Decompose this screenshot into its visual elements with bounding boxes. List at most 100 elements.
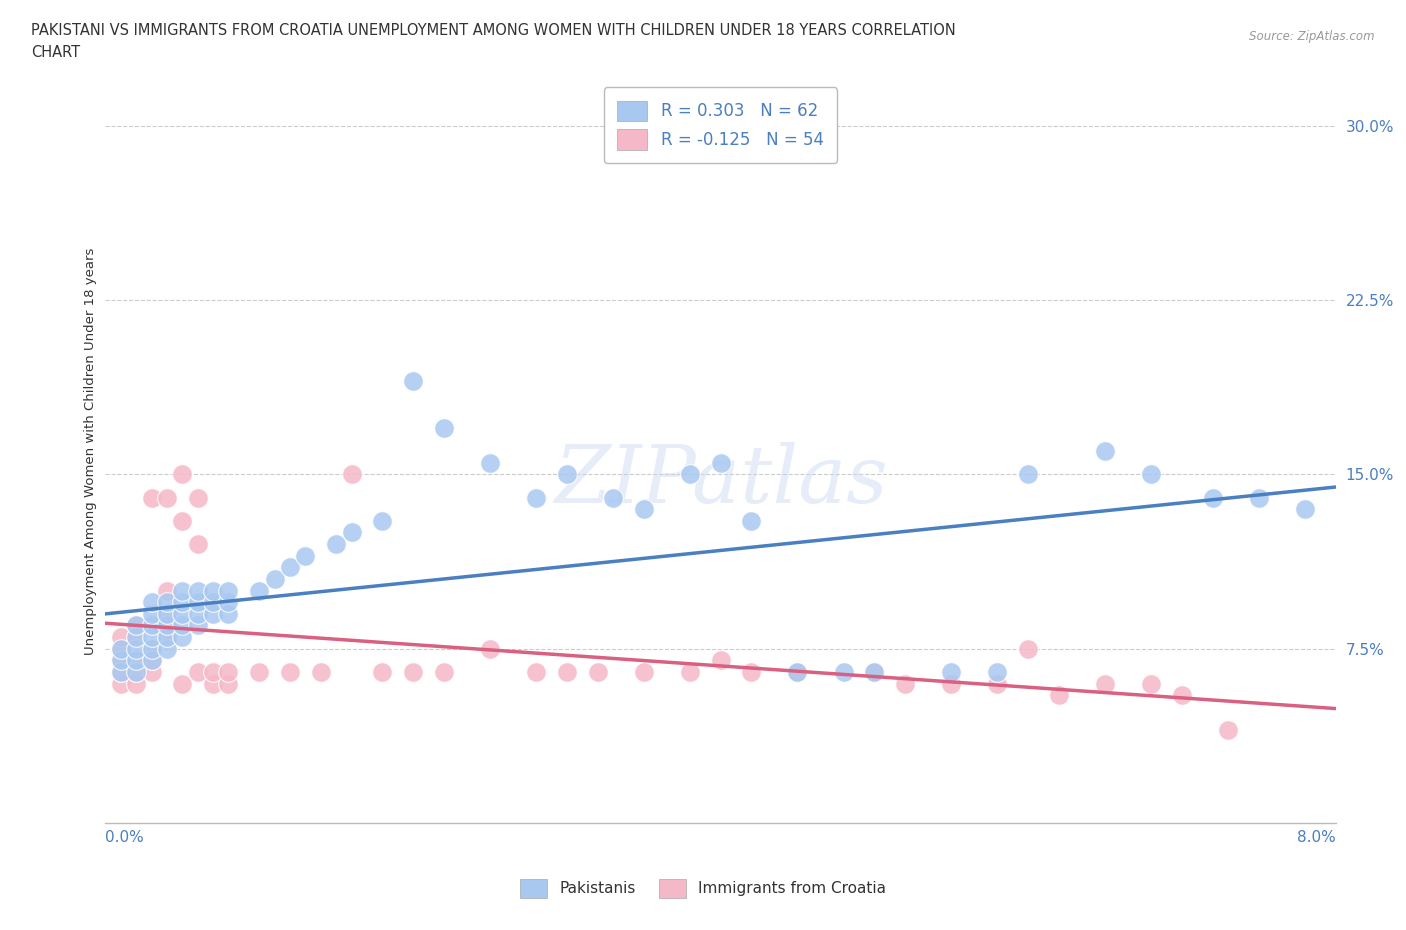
Point	[187, 618, 209, 633]
Point	[141, 630, 163, 644]
Point	[218, 676, 240, 691]
Point	[986, 664, 1008, 679]
Point	[679, 467, 702, 482]
Point	[202, 595, 225, 610]
Point	[1094, 676, 1116, 691]
Point	[187, 606, 209, 621]
Point	[156, 630, 179, 644]
Point	[172, 618, 194, 633]
Point	[172, 606, 194, 621]
Point	[247, 583, 270, 598]
Point	[125, 630, 148, 644]
Point	[710, 456, 733, 471]
Point	[202, 664, 225, 679]
Point	[125, 676, 148, 691]
Point	[555, 467, 578, 482]
Point	[863, 664, 886, 679]
Legend: Pakistanis, Immigrants from Croatia: Pakistanis, Immigrants from Croatia	[513, 873, 893, 904]
Point	[263, 571, 285, 587]
Point	[141, 642, 163, 657]
Text: PAKISTANI VS IMMIGRANTS FROM CROATIA UNEMPLOYMENT AMONG WOMEN WITH CHILDREN UNDE: PAKISTANI VS IMMIGRANTS FROM CROATIA UNE…	[31, 23, 956, 38]
Point	[894, 676, 917, 691]
Point	[1201, 490, 1223, 505]
Point	[110, 664, 132, 679]
Point	[187, 595, 209, 610]
Point	[156, 618, 179, 633]
Point	[172, 583, 194, 598]
Point	[1140, 676, 1163, 691]
Point	[371, 664, 394, 679]
Point	[941, 676, 963, 691]
Point	[202, 606, 225, 621]
Point	[633, 502, 655, 517]
Point	[1017, 467, 1039, 482]
Point	[278, 560, 301, 575]
Point	[187, 490, 209, 505]
Point	[218, 606, 240, 621]
Point	[294, 549, 316, 564]
Point	[141, 595, 163, 610]
Point	[125, 653, 148, 668]
Point	[1216, 723, 1239, 737]
Point	[1294, 502, 1316, 517]
Point	[524, 490, 547, 505]
Point	[478, 642, 501, 657]
Point	[125, 664, 148, 679]
Point	[247, 664, 270, 679]
Point	[586, 664, 609, 679]
Point	[340, 525, 363, 539]
Point	[325, 537, 347, 551]
Point	[141, 618, 163, 633]
Point	[278, 664, 301, 679]
Point	[202, 583, 225, 598]
Point	[172, 676, 194, 691]
Text: ZIPatlas: ZIPatlas	[554, 442, 887, 520]
Point	[125, 618, 148, 633]
Point	[309, 664, 332, 679]
Point	[156, 630, 179, 644]
Point	[1047, 688, 1070, 703]
Point	[524, 664, 547, 679]
Point	[156, 595, 179, 610]
Point	[710, 653, 733, 668]
Point	[218, 583, 240, 598]
Point	[786, 664, 808, 679]
Point	[110, 653, 132, 668]
Point	[125, 642, 148, 657]
Point	[141, 664, 163, 679]
Point	[740, 513, 762, 528]
Point	[141, 606, 163, 621]
Point	[1171, 688, 1194, 703]
Point	[218, 595, 240, 610]
Point	[187, 537, 209, 551]
Point	[941, 664, 963, 679]
Text: CHART: CHART	[31, 45, 80, 60]
Point	[1247, 490, 1270, 505]
Point	[986, 676, 1008, 691]
Point	[156, 583, 179, 598]
Y-axis label: Unemployment Among Women with Children Under 18 years: Unemployment Among Women with Children U…	[84, 247, 97, 655]
Point	[402, 374, 425, 389]
Point	[863, 664, 886, 679]
Point	[202, 676, 225, 691]
Point	[125, 653, 148, 668]
Point	[141, 490, 163, 505]
Point	[110, 664, 132, 679]
Point	[1140, 467, 1163, 482]
Point	[172, 467, 194, 482]
Point	[156, 642, 179, 657]
Point	[633, 664, 655, 679]
Point	[110, 676, 132, 691]
Point	[187, 664, 209, 679]
Point	[187, 583, 209, 598]
Point	[141, 653, 163, 668]
Point	[1094, 444, 1116, 458]
Point	[402, 664, 425, 679]
Point	[740, 664, 762, 679]
Text: 8.0%: 8.0%	[1296, 830, 1336, 844]
Point	[110, 642, 132, 657]
Legend: R = 0.303   N = 62, R = -0.125   N = 54: R = 0.303 N = 62, R = -0.125 N = 54	[605, 87, 837, 163]
Point	[141, 653, 163, 668]
Point	[110, 630, 132, 644]
Point	[125, 618, 148, 633]
